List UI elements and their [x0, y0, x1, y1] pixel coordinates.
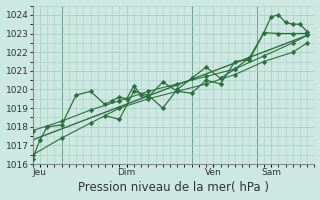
X-axis label: Pression niveau de la mer( hPa ): Pression niveau de la mer( hPa )	[78, 181, 269, 194]
